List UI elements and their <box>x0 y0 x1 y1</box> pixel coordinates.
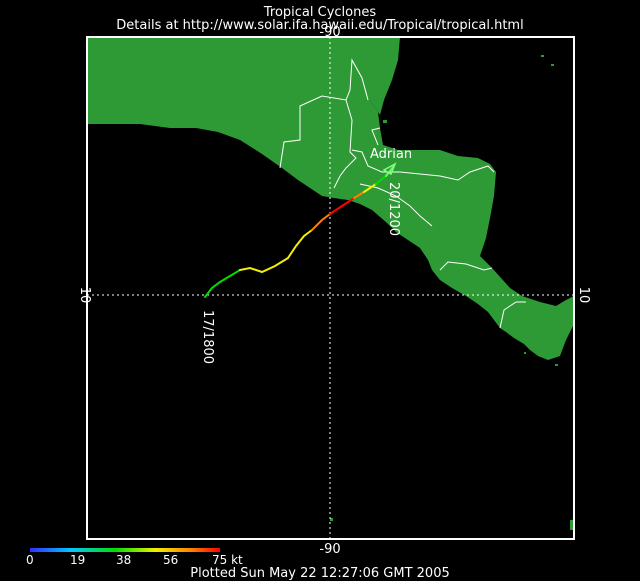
island <box>551 64 554 66</box>
land-yucatan <box>330 37 400 115</box>
island <box>383 120 387 123</box>
track-end-time-label: 20/1200 <box>386 182 401 236</box>
land-central-america <box>87 37 574 360</box>
intensity-colorbar <box>30 548 220 552</box>
track-segment <box>311 213 331 231</box>
track-segment <box>363 183 377 193</box>
island <box>555 364 558 366</box>
meridian-label-top: -90 <box>319 25 340 40</box>
legend-tick-56: 56 <box>163 553 179 567</box>
track-segment <box>329 197 355 215</box>
map-border <box>86 36 575 540</box>
island <box>524 352 526 354</box>
graticule <box>87 37 574 539</box>
map-title: Tropical Cyclones <box>263 5 377 20</box>
legend-tick-75: 75 kt <box>212 553 243 567</box>
legend-tick-38: 38 <box>116 553 132 567</box>
track-segment <box>375 175 387 185</box>
legend-tick-0: 0 <box>26 553 34 567</box>
meridian-label-bottom: -90 <box>319 542 340 557</box>
cyclone-track <box>204 166 394 298</box>
parallel-label-right: 10 <box>576 287 591 304</box>
island <box>541 55 544 57</box>
parallel-label-left: 10 <box>77 287 92 304</box>
map-subtitle: Details at http://www.solar.ifa.hawaii.e… <box>116 18 524 33</box>
plotted-timestamp: Plotted Sun May 22 12:27:06 GMT 2005 <box>190 566 450 581</box>
track-segment <box>239 257 289 274</box>
storm-name-label: Adrian <box>370 147 412 162</box>
country-borders <box>279 58 526 329</box>
track-direction-arrow-icon <box>382 162 397 176</box>
island <box>570 520 574 530</box>
track-segment <box>287 229 313 259</box>
track-segment <box>385 166 394 177</box>
track-segment <box>353 191 365 199</box>
island <box>330 518 333 521</box>
track-start-time-label: 17/1800 <box>200 310 215 364</box>
legend-tick-19: 19 <box>70 553 86 567</box>
track-segment <box>204 269 241 298</box>
